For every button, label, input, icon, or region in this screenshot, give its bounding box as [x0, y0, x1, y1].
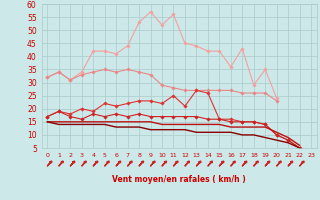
X-axis label: Vent moyen/en rafales ( km/h ): Vent moyen/en rafales ( km/h ) — [112, 175, 246, 184]
